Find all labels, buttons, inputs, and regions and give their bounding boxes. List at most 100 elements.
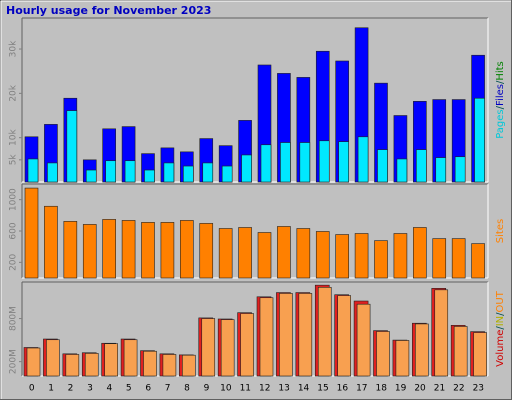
x-tick-label: 3 xyxy=(87,384,93,394)
x-tick-label: 12 xyxy=(259,384,270,394)
bar xyxy=(277,226,291,279)
legend-entry: IN xyxy=(495,316,506,326)
y-tick-label: 200 xyxy=(9,253,19,270)
bar xyxy=(315,231,330,279)
bar xyxy=(46,339,60,377)
x-tick-label: 14 xyxy=(298,384,310,394)
bar xyxy=(141,222,155,279)
bar xyxy=(432,238,447,279)
bar xyxy=(338,141,349,183)
legend-entry: Pages xyxy=(495,109,506,138)
bar xyxy=(143,350,157,377)
x-tick-label: 1 xyxy=(48,384,54,394)
y-tick-label: 20k xyxy=(9,84,19,101)
bar xyxy=(435,157,447,183)
legend: Pages/Files/Hits xyxy=(495,61,506,139)
x-tick-label: 8 xyxy=(184,384,190,394)
x-tick-label: 16 xyxy=(337,384,349,394)
bar xyxy=(26,347,41,377)
legend-entry: Files xyxy=(495,84,506,106)
bar xyxy=(298,293,313,377)
legend-entry: Sites xyxy=(495,219,506,243)
legend-entry: Hits xyxy=(495,61,506,80)
y-tick-label: 10k xyxy=(9,129,19,146)
x-tick-label: 2 xyxy=(68,384,74,394)
legend-entry: / xyxy=(495,80,506,84)
bar xyxy=(280,142,291,183)
bar xyxy=(121,220,136,279)
x-tick-label: 11 xyxy=(240,384,251,394)
bar xyxy=(335,234,349,279)
legend: Volume/IN/OUT xyxy=(495,290,506,367)
bar xyxy=(180,220,194,279)
legend-entry: Volume xyxy=(495,330,506,367)
bar xyxy=(218,228,233,279)
bar xyxy=(27,158,39,183)
bar xyxy=(395,340,410,377)
bar xyxy=(123,339,138,377)
bar xyxy=(66,110,78,183)
bar xyxy=(241,154,252,183)
bar xyxy=(374,240,388,279)
y-tick-label: 800M xyxy=(9,306,19,331)
bar xyxy=(182,354,196,377)
y-tick-label: 5k xyxy=(9,154,19,166)
bar xyxy=(474,97,485,183)
bar xyxy=(454,156,466,183)
bar xyxy=(318,140,330,183)
x-tick-label: 19 xyxy=(395,384,407,394)
bar xyxy=(220,319,235,377)
legend-entry: / xyxy=(495,326,506,330)
bar xyxy=(413,227,427,279)
x-tick-label: 13 xyxy=(278,384,289,394)
y-tick-label: 600 xyxy=(9,222,19,239)
x-tick-label: 9 xyxy=(204,384,210,394)
legend-entry: / xyxy=(495,105,506,109)
bar xyxy=(85,169,97,183)
bar xyxy=(473,332,487,377)
bar xyxy=(434,289,449,377)
bar xyxy=(396,158,408,183)
bar xyxy=(65,354,80,377)
bar xyxy=(356,303,371,377)
bar xyxy=(453,326,468,377)
bar xyxy=(238,227,252,279)
bar xyxy=(102,219,116,279)
x-tick-label: 20 xyxy=(414,384,426,394)
y-tick-label: 30k xyxy=(9,40,19,57)
bar xyxy=(296,228,311,279)
bar xyxy=(44,205,58,279)
legend: Sites xyxy=(495,219,506,243)
legend-entry: OUT xyxy=(495,290,506,312)
y-tick-label: 200M xyxy=(9,349,19,374)
bar xyxy=(260,144,272,183)
x-tick-label: 6 xyxy=(145,384,151,394)
bar xyxy=(162,354,177,377)
panel xyxy=(22,282,488,376)
bar xyxy=(240,313,254,377)
x-tick-label: 0 xyxy=(29,384,35,394)
bar xyxy=(451,238,466,279)
bar xyxy=(47,162,58,183)
x-tick-label: 10 xyxy=(220,384,232,394)
bar xyxy=(221,165,233,183)
x-tick-label: 17 xyxy=(356,384,367,394)
x-tick-label: 15 xyxy=(317,384,328,394)
bar xyxy=(337,295,351,377)
bar xyxy=(199,223,214,279)
bar xyxy=(257,232,272,279)
bar xyxy=(202,162,214,183)
x-tick-label: 4 xyxy=(107,384,113,394)
chart-title: Hourly usage for November 2023 xyxy=(6,4,211,17)
bar xyxy=(160,222,175,279)
bar xyxy=(317,287,332,377)
x-tick-label: 21 xyxy=(434,384,445,394)
x-tick-label: 18 xyxy=(375,384,387,394)
legend-entry: / xyxy=(495,312,506,316)
bar xyxy=(471,243,485,279)
bar xyxy=(84,353,99,377)
bar xyxy=(144,169,155,183)
bar xyxy=(416,149,427,183)
bar xyxy=(82,224,97,279)
